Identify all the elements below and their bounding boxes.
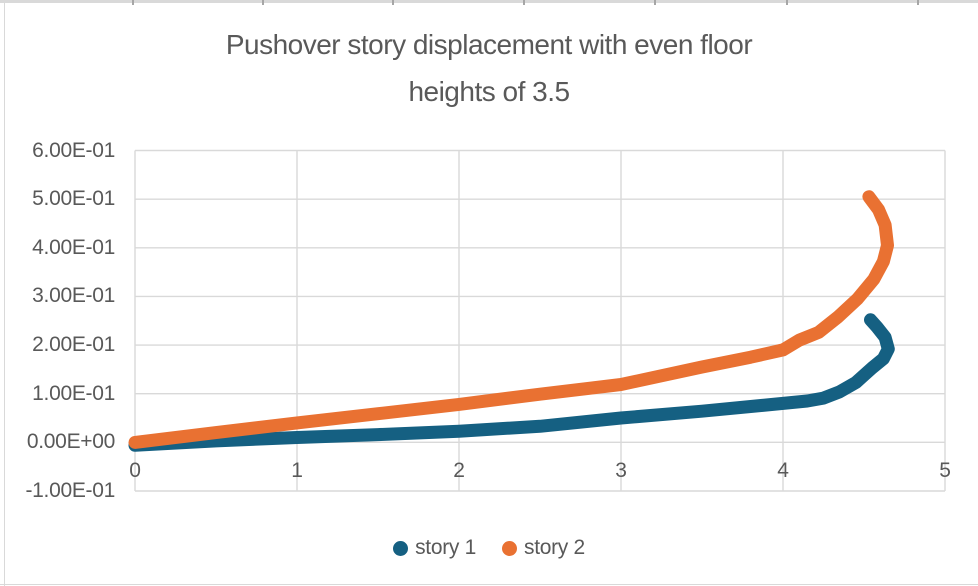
legend: story 1 story 2 xyxy=(0,536,978,560)
y-axis-tick-label: 5.00E-01 xyxy=(32,187,115,211)
y-axis-tick-label: 3.00E-01 xyxy=(32,284,115,308)
spreadsheet-column-tick xyxy=(523,0,525,5)
chart-border-bottom xyxy=(0,584,978,585)
spreadsheet-row-edge xyxy=(0,0,978,3)
chart-title: Pushover story displacement with even fl… xyxy=(0,21,978,115)
x-axis-tick-label: 4 xyxy=(777,459,789,482)
series-line-story-2[interactable] xyxy=(128,190,894,449)
spreadsheet-column-tick xyxy=(262,0,264,5)
y-axis-tick-label: 2.00E-01 xyxy=(32,333,115,357)
y-axis-tick-label: -1.00E-01 xyxy=(25,479,115,502)
spreadsheet-column-tick xyxy=(786,0,788,5)
legend-label: story 2 xyxy=(524,536,585,559)
chart-title-line-2: heights of 3.5 xyxy=(408,76,570,107)
y-axis-tick-label: 4.00E-01 xyxy=(32,235,115,259)
spreadsheet-column-tick xyxy=(132,0,134,5)
x-axis-tick-label: 5 xyxy=(939,459,951,482)
legend-marker-circle-icon xyxy=(393,540,409,556)
spreadsheet-column-tick xyxy=(392,0,394,5)
legend-item-story-2[interactable]: story 2 xyxy=(502,536,585,560)
x-axis-tick-label: 2 xyxy=(453,459,465,482)
x-axis-tick-label: 0 xyxy=(129,459,141,482)
legend-item-story-1[interactable]: story 1 xyxy=(393,536,476,560)
y-axis-tick-label: 6.00E-01 xyxy=(32,138,115,162)
y-axis-tick-label: 0.00E+00 xyxy=(26,430,115,454)
legend-label: story 1 xyxy=(415,536,476,559)
spreadsheet-column-tick xyxy=(654,0,656,5)
y-axis-tick-label: 1.00E-01 xyxy=(32,381,115,405)
x-axis-tick-label: 1 xyxy=(291,459,303,482)
chart-title-line-1: Pushover story displacement with even fl… xyxy=(225,29,753,60)
legend-marker-circle-icon xyxy=(502,540,517,556)
chart-border-left xyxy=(4,2,5,586)
x-axis-tick-label: 3 xyxy=(615,459,627,482)
series-line-story-1[interactable] xyxy=(128,313,895,452)
spreadsheet-column-tick xyxy=(917,0,919,5)
